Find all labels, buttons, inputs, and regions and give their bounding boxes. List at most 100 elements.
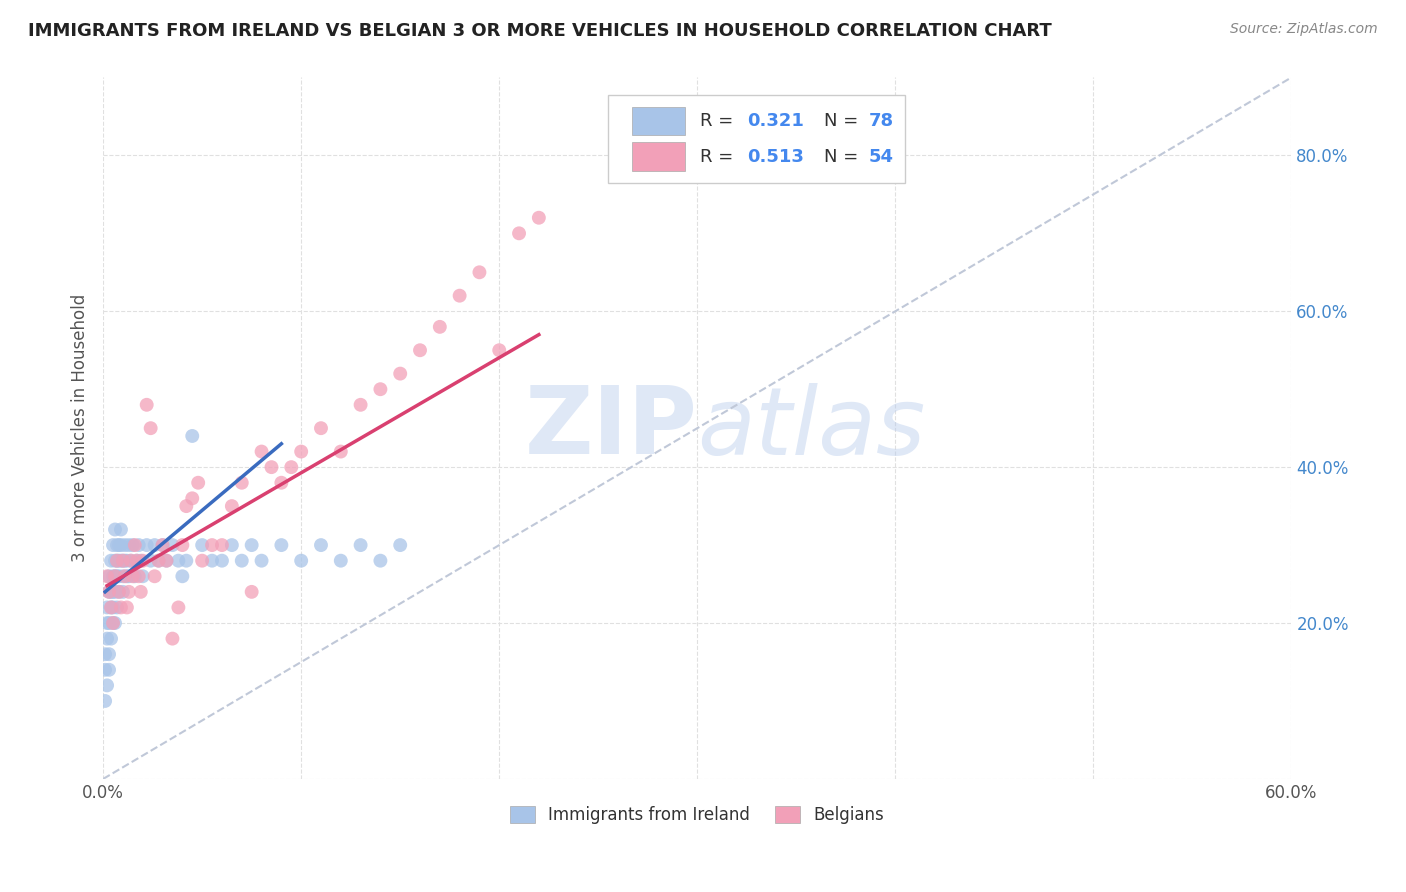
Point bbox=[115, 600, 138, 615]
Point bbox=[115, 569, 138, 583]
Point bbox=[121, 538, 143, 552]
Point bbox=[125, 554, 148, 568]
FancyBboxPatch shape bbox=[631, 107, 685, 136]
Point bbox=[370, 382, 392, 396]
Point bbox=[108, 538, 131, 552]
Point bbox=[221, 499, 243, 513]
Point bbox=[121, 569, 143, 583]
Point bbox=[449, 288, 471, 302]
Point bbox=[176, 499, 198, 513]
Text: ZIP: ZIP bbox=[524, 382, 697, 475]
Point bbox=[94, 694, 117, 708]
Point bbox=[172, 569, 194, 583]
Point bbox=[128, 569, 150, 583]
Point bbox=[135, 538, 157, 552]
Point bbox=[329, 444, 352, 458]
Point bbox=[211, 554, 233, 568]
Point bbox=[508, 227, 530, 241]
Point bbox=[108, 585, 131, 599]
Point bbox=[290, 444, 312, 458]
Point bbox=[201, 538, 224, 552]
Point bbox=[98, 663, 121, 677]
Point bbox=[139, 421, 162, 435]
Point bbox=[104, 569, 127, 583]
Point bbox=[110, 538, 132, 552]
Point bbox=[120, 554, 142, 568]
Point bbox=[270, 538, 292, 552]
Point bbox=[98, 615, 121, 630]
Point bbox=[221, 538, 243, 552]
Point bbox=[527, 211, 550, 225]
Point bbox=[96, 632, 118, 646]
Point bbox=[132, 569, 155, 583]
Point bbox=[349, 398, 371, 412]
Point bbox=[429, 319, 451, 334]
Point bbox=[389, 367, 412, 381]
Point bbox=[250, 554, 273, 568]
Point bbox=[104, 615, 127, 630]
Text: IMMIGRANTS FROM IRELAND VS BELGIAN 3 OR MORE VEHICLES IN HOUSEHOLD CORRELATION C: IMMIGRANTS FROM IRELAND VS BELGIAN 3 OR … bbox=[28, 22, 1052, 40]
Point bbox=[231, 554, 253, 568]
Point bbox=[105, 538, 128, 552]
Point bbox=[114, 554, 136, 568]
Point bbox=[389, 538, 412, 552]
Point bbox=[94, 663, 117, 677]
Point bbox=[108, 554, 131, 568]
Text: N =: N = bbox=[824, 147, 865, 166]
Point bbox=[240, 538, 263, 552]
Point bbox=[201, 554, 224, 568]
Point bbox=[152, 538, 174, 552]
Point bbox=[135, 398, 157, 412]
Point bbox=[155, 554, 177, 568]
Point bbox=[98, 585, 121, 599]
Point bbox=[100, 585, 122, 599]
Point bbox=[409, 343, 432, 358]
Point bbox=[100, 600, 122, 615]
Point bbox=[176, 554, 198, 568]
Point bbox=[211, 538, 233, 552]
Legend: Immigrants from Ireland, Belgians: Immigrants from Ireland, Belgians bbox=[501, 796, 894, 834]
Point bbox=[94, 647, 117, 661]
Text: 54: 54 bbox=[869, 147, 893, 166]
Point bbox=[101, 538, 124, 552]
Point bbox=[104, 523, 127, 537]
Point bbox=[231, 475, 253, 490]
Point bbox=[110, 523, 132, 537]
Point bbox=[96, 569, 118, 583]
Point bbox=[148, 554, 170, 568]
Point bbox=[270, 475, 292, 490]
Point bbox=[143, 538, 166, 552]
Point bbox=[105, 569, 128, 583]
Point bbox=[96, 600, 118, 615]
Point bbox=[100, 600, 122, 615]
Point bbox=[155, 554, 177, 568]
Point bbox=[111, 569, 134, 583]
Point bbox=[191, 554, 214, 568]
Point bbox=[132, 554, 155, 568]
Point bbox=[290, 554, 312, 568]
Point bbox=[162, 632, 184, 646]
FancyBboxPatch shape bbox=[609, 95, 905, 183]
Point bbox=[349, 538, 371, 552]
Point bbox=[98, 569, 121, 583]
Point bbox=[124, 569, 146, 583]
Point bbox=[101, 600, 124, 615]
Point bbox=[240, 585, 263, 599]
Point bbox=[250, 444, 273, 458]
Point bbox=[167, 554, 190, 568]
Point bbox=[152, 538, 174, 552]
Point bbox=[101, 615, 124, 630]
Text: 78: 78 bbox=[869, 112, 894, 130]
Point bbox=[108, 569, 131, 583]
Point bbox=[115, 554, 138, 568]
Point bbox=[280, 460, 302, 475]
Point bbox=[104, 569, 127, 583]
Point bbox=[167, 600, 190, 615]
Point bbox=[104, 554, 127, 568]
Point bbox=[118, 538, 141, 552]
Point bbox=[143, 569, 166, 583]
Point bbox=[125, 554, 148, 568]
Point bbox=[129, 554, 152, 568]
Point bbox=[105, 554, 128, 568]
Point bbox=[98, 585, 121, 599]
